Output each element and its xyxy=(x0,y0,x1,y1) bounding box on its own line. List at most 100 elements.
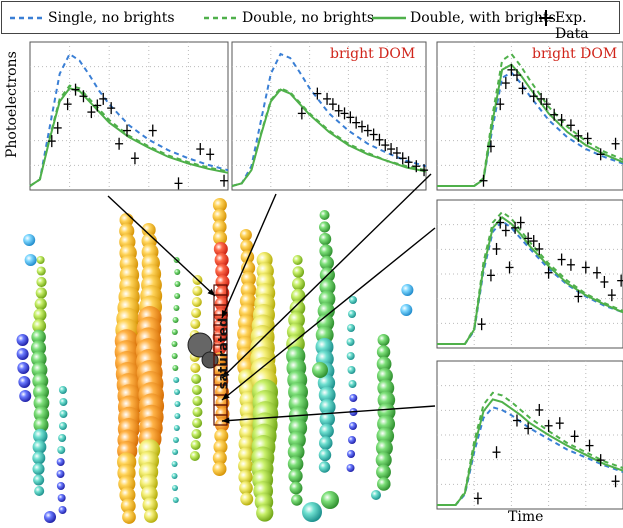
dom-sphere xyxy=(174,389,181,395)
data-point xyxy=(334,104,343,117)
legend-label-double-brights: Double, with brights xyxy=(410,10,556,26)
dom-sphere xyxy=(346,352,355,360)
dom-sphere xyxy=(173,425,180,431)
dom-sphere xyxy=(16,348,29,360)
data-point xyxy=(412,160,421,173)
dom-sphere xyxy=(190,363,201,373)
dom-sphere xyxy=(400,304,413,316)
series-double-brights xyxy=(437,398,623,506)
data-point xyxy=(501,77,510,90)
saturated-label: saturated xyxy=(216,317,232,390)
series-double-brights xyxy=(437,215,623,345)
dom-sphere xyxy=(347,324,356,332)
dom-sphere xyxy=(214,297,229,311)
dom-sphere xyxy=(33,395,50,411)
dom-sphere xyxy=(36,276,47,288)
dom-sphere xyxy=(23,234,36,246)
dom-sphere xyxy=(348,310,357,318)
dom-sphere xyxy=(33,417,49,433)
dom-sphere xyxy=(213,231,228,245)
data-point xyxy=(357,120,366,133)
dom-sphere xyxy=(33,406,50,422)
dom-sphere xyxy=(319,398,336,416)
dom-sphere xyxy=(33,428,48,444)
data-point xyxy=(611,475,620,488)
dom-sphere xyxy=(348,296,357,304)
dom-sphere xyxy=(348,422,357,430)
dom-sphere xyxy=(319,423,334,439)
dom-sphere xyxy=(192,396,203,406)
dom-sphere xyxy=(174,281,181,287)
legend-line-single xyxy=(10,16,44,20)
x-axis-label: Time xyxy=(508,509,544,525)
data-point xyxy=(63,98,72,111)
data-point xyxy=(496,216,505,229)
dom-sphere xyxy=(58,434,67,442)
data-point xyxy=(585,439,594,452)
data-point xyxy=(387,143,396,156)
dom-sphere xyxy=(401,284,414,296)
dom-sphere xyxy=(142,497,158,513)
dom-sphere xyxy=(191,374,202,384)
legend-cross-marker xyxy=(539,10,553,26)
dom-sphere xyxy=(348,380,357,388)
legend-line-double xyxy=(204,16,238,20)
dark-dom xyxy=(187,332,213,358)
dom-sphere xyxy=(174,293,181,299)
data-point xyxy=(404,156,413,169)
dom-sphere xyxy=(171,461,178,467)
data-point xyxy=(607,289,616,302)
dom-sphere xyxy=(172,437,179,443)
dom-sphere xyxy=(192,286,203,296)
dom-sphere xyxy=(56,482,65,490)
dom-sphere xyxy=(292,255,303,265)
y-axis-label: Photoelectrons xyxy=(4,51,20,158)
data-point xyxy=(512,414,521,427)
dom-sphere xyxy=(173,377,180,383)
bright-dom-label-2: bright DOM xyxy=(532,46,618,62)
dom-sphere xyxy=(144,509,158,523)
data-point xyxy=(557,253,566,266)
data-point xyxy=(87,106,96,119)
dom-sphere xyxy=(172,317,179,323)
dom-sphere xyxy=(346,338,355,346)
data-point xyxy=(123,124,132,137)
dom-sphere xyxy=(238,458,254,474)
dom-sphere xyxy=(122,510,136,524)
dom-sphere xyxy=(288,468,303,484)
data-point xyxy=(328,98,337,111)
dom-sphere xyxy=(171,329,178,335)
dom-sphere xyxy=(33,474,45,486)
data-point xyxy=(323,92,332,105)
dom-sphere xyxy=(377,334,390,346)
legend-label-data: Exp. Data xyxy=(555,10,589,42)
dom-sphere xyxy=(214,253,229,267)
dom-sphere xyxy=(346,464,355,472)
dom-sphere xyxy=(375,451,392,469)
dom-sphere xyxy=(189,451,200,461)
series-double-brights xyxy=(29,87,229,187)
data-point xyxy=(352,116,361,129)
data-point xyxy=(99,92,108,105)
data-point xyxy=(574,129,583,142)
waveform-panel-top-left xyxy=(29,41,229,191)
waveform-panel-middle-right xyxy=(436,199,623,349)
dom-sphere xyxy=(192,418,203,428)
data-point xyxy=(340,107,349,120)
dom-sphere xyxy=(319,210,330,220)
dom-sphere xyxy=(190,319,201,329)
data-point xyxy=(79,90,88,103)
dom-sphere xyxy=(172,497,179,503)
legend-label-double: Double, no brights xyxy=(242,10,375,26)
dom-sphere xyxy=(174,413,181,419)
waveform-panel-top-middle xyxy=(231,41,429,191)
dom-sphere xyxy=(212,209,227,223)
data-point xyxy=(524,422,533,435)
dom-sphere xyxy=(171,353,178,359)
pointer-arrow xyxy=(221,227,436,401)
dom-sphere xyxy=(191,429,202,439)
dom-sphere xyxy=(319,221,331,233)
dom-sphere xyxy=(119,486,136,504)
pointer-arrow xyxy=(107,195,216,297)
